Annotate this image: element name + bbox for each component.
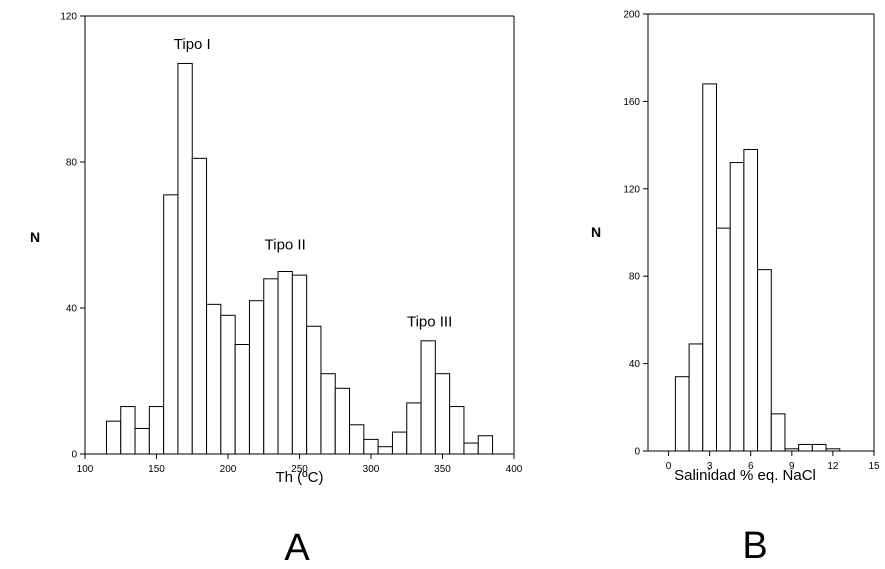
histogram-bar xyxy=(420,340,436,455)
y-tick-label: 120 xyxy=(60,12,77,23)
histogram-bar xyxy=(702,83,717,452)
series-type-annotation: Tipo I xyxy=(174,36,211,53)
y-tick-label: 200 xyxy=(623,10,640,21)
histogram-bar xyxy=(320,373,336,455)
histogram-bar xyxy=(715,227,731,452)
histogram-bar xyxy=(811,443,827,452)
y-tick-label: 80 xyxy=(629,272,641,283)
panel-a-temperature-histogram: 0 40 80 120 100 150 200 250 300 350 400 Th (ºC) N Tip… xyxy=(30,12,523,569)
x-tick-label: 200 xyxy=(220,464,237,475)
series-type-annotation: Tipo III xyxy=(407,313,452,330)
histogram-bar xyxy=(406,402,422,455)
histogram-bar xyxy=(363,438,379,455)
x-tick-label: 9 xyxy=(789,461,795,472)
y-tick-label: 0 xyxy=(71,450,77,461)
x-tick-label: 150 xyxy=(148,464,165,475)
panel-letter: B xyxy=(742,525,767,567)
y-tick-label: 40 xyxy=(66,304,78,315)
histogram-bar xyxy=(334,387,351,455)
histogram-bar xyxy=(449,406,465,455)
x-tick-label: 0 xyxy=(666,461,672,472)
histogram-bar xyxy=(743,148,759,452)
histogram-bar xyxy=(349,424,365,455)
x-tick-label: 6 xyxy=(748,461,754,472)
histogram-bar xyxy=(377,446,393,455)
panel-b-salinity-histogram: 0 40 80 120 160 200 0 3 6 9 12 15 Salinidad % eq. Na… xyxy=(591,10,880,568)
histogram-bar xyxy=(120,406,136,455)
series-type-annotation: Tipo II xyxy=(265,237,306,254)
y-axis-label: N xyxy=(30,229,40,245)
histogram-bar xyxy=(798,443,813,452)
histogram-bar xyxy=(434,373,451,455)
histogram-bar xyxy=(105,420,122,455)
histogram-bar xyxy=(770,413,786,452)
x-tick-label: 400 xyxy=(506,464,523,475)
histogram-bar xyxy=(220,314,236,455)
histogram-bar xyxy=(291,274,308,455)
histogram-bar xyxy=(391,431,408,455)
histogram-bar xyxy=(306,325,322,455)
y-axis-label: N xyxy=(591,224,601,240)
y-tick-label: 160 xyxy=(623,97,640,108)
histogram-bar xyxy=(148,406,165,455)
histogram-bar xyxy=(248,300,265,455)
x-tick-label: 12 xyxy=(827,461,839,472)
x-tick-label: 100 xyxy=(77,464,94,475)
x-tick-label: 350 xyxy=(434,464,451,475)
histogram-bar xyxy=(263,278,279,455)
histogram-bar xyxy=(729,162,745,452)
y-tick-label: 0 xyxy=(634,447,640,458)
panel-letter: A xyxy=(284,527,310,569)
histogram-bar xyxy=(674,376,690,452)
histogram-bar xyxy=(277,271,293,455)
x-tick-label: 15 xyxy=(868,461,880,472)
x-axis-label: Salinidad % eq. NaCl xyxy=(674,467,816,484)
y-tick-label: 120 xyxy=(623,184,640,195)
y-tick-label: 40 xyxy=(629,359,641,370)
histogram-bar xyxy=(206,303,222,455)
histogram-bar xyxy=(757,269,772,452)
histogram-bar xyxy=(134,427,150,455)
x-tick-label: 250 xyxy=(291,464,308,475)
x-tick-label: 300 xyxy=(363,464,380,475)
histogram-bar xyxy=(177,62,193,455)
x-axis-label: Th (ºC) xyxy=(276,469,324,486)
histogram-bar xyxy=(688,343,704,452)
histogram-bar xyxy=(191,157,208,455)
histogram-bar xyxy=(163,194,179,455)
histogram-bar xyxy=(234,344,250,455)
histogram-bar xyxy=(463,442,479,455)
histogram-bar xyxy=(477,435,494,455)
x-tick-label: 3 xyxy=(707,461,713,472)
y-tick-label: 80 xyxy=(66,158,78,169)
